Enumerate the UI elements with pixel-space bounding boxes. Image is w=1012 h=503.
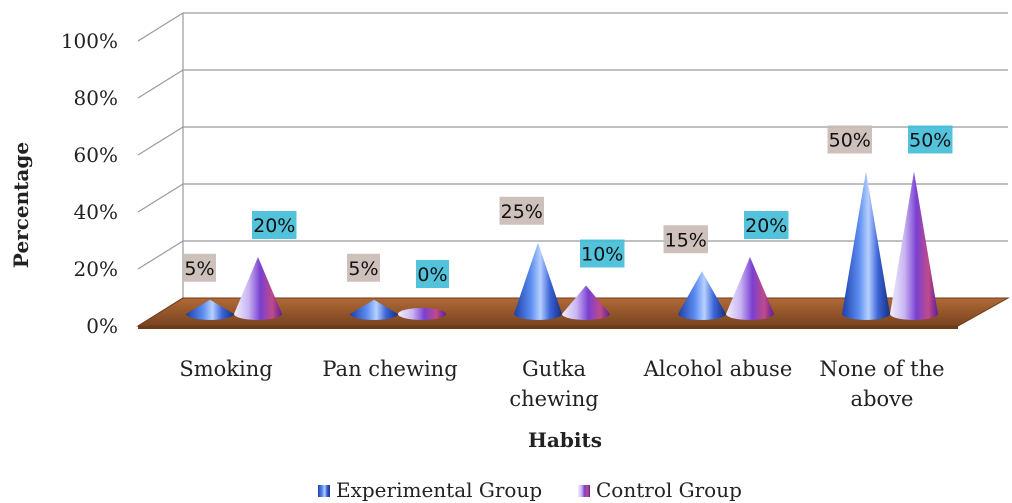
y-axis-title: Percentage — [9, 142, 33, 268]
cone-experimental — [514, 242, 562, 320]
cone-control — [890, 171, 938, 320]
svg-text:5%: 5% — [348, 258, 378, 280]
data-label: 50% — [908, 125, 953, 154]
gridline-depth — [137, 12, 184, 42]
category-label: Alcohol abuse — [643, 357, 793, 381]
category-label: None of the — [819, 357, 944, 381]
svg-text:20%: 20% — [253, 215, 295, 237]
svg-text:50%: 50% — [829, 130, 871, 152]
svg-text:10%: 10% — [581, 244, 623, 266]
y-tick-label: 60% — [74, 143, 118, 167]
cone-experimental — [350, 299, 398, 320]
y-tick-label: 0% — [86, 314, 118, 338]
cone-experimental — [842, 171, 890, 320]
gridline-depth — [137, 240, 184, 270]
svg-text:Experimental Group: Experimental Group — [336, 478, 542, 502]
data-label: 25% — [499, 196, 544, 225]
data-label: 0% — [416, 260, 449, 288]
cone-experimental — [186, 299, 234, 320]
category-label: chewing — [509, 387, 598, 411]
cone-control — [726, 257, 774, 320]
grid-lines — [137, 12, 1008, 327]
data-label: 50% — [827, 125, 872, 154]
data-labels: 5% 20% 5% 0% 25% 10% 15% 20% 50% 50% — [183, 125, 953, 288]
cone-experimental — [678, 271, 726, 320]
gridline-depth — [137, 183, 184, 213]
category-label: Smoking — [179, 357, 272, 381]
category-labels: Smoking Pan chewing Gutka chewing Alcohol ab… — [179, 357, 944, 411]
category-label: Gutka — [522, 357, 586, 381]
y-tick-label: 40% — [74, 200, 118, 224]
category-label: Pan chewing — [322, 357, 457, 381]
svg-text:0%: 0% — [417, 264, 447, 286]
cone-control — [234, 257, 282, 320]
gridline-depth — [137, 69, 184, 99]
cone-control-flat — [398, 308, 446, 320]
legend: Experimental Group Control Group — [318, 478, 742, 502]
data-label: 5% — [183, 253, 216, 282]
y-tick-label: 80% — [74, 86, 118, 110]
svg-text:25%: 25% — [501, 201, 543, 223]
svg-text:20%: 20% — [745, 215, 787, 237]
svg-text:Control Group: Control Group — [596, 478, 742, 502]
gridline-depth — [137, 126, 184, 156]
data-label: 20% — [744, 211, 789, 239]
data-label: 15% — [663, 225, 708, 254]
svg-text:15%: 15% — [665, 229, 707, 251]
legend-control: Control Group — [578, 478, 742, 502]
y-tick-labels: 0% 20% 40% 60% 80% 100% — [61, 29, 118, 338]
cone-control — [562, 285, 610, 320]
y-tick-label: 100% — [61, 29, 118, 53]
y-tick-label: 20% — [74, 257, 118, 281]
x-axis-title: Habits — [528, 428, 602, 452]
data-label: 5% — [347, 253, 380, 282]
series-cones — [186, 171, 938, 320]
data-label: 10% — [580, 239, 625, 268]
svg-text:5%: 5% — [184, 258, 214, 280]
floor-edge — [138, 326, 958, 329]
svg-text:50%: 50% — [909, 130, 951, 152]
category-label: above — [851, 387, 914, 411]
legend-experimental: Experimental Group — [318, 478, 542, 502]
data-label: 20% — [252, 211, 297, 239]
